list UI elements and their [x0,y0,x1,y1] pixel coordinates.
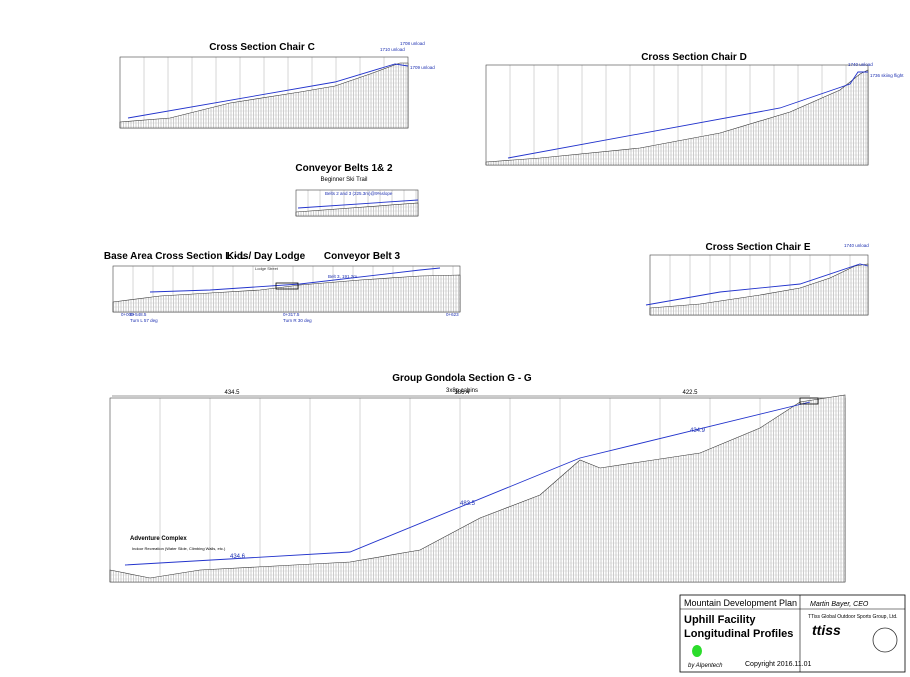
heading: Longitudinal Profiles [684,628,793,640]
label: 1710 unload [380,47,405,52]
terrain [109,394,846,583]
credit: by Alpentech [688,663,723,669]
panel-title: Cross Section Chair C [209,42,315,53]
panel-title: Conveyor Belts 1& 2 [295,163,393,174]
cable [127,63,409,119]
feature: Adventure Complex [130,536,187,542]
terrain [649,263,869,316]
feature-note: Indoor Recreation (Water Slide, Climbing… [132,546,226,551]
span: 434.5 [224,390,240,396]
cable [297,199,419,209]
label: 1736 skiing flight [870,73,904,78]
terrain [295,202,419,217]
station: Turn R 30 deg [283,318,312,323]
terrain [112,274,461,313]
panel-subtitle: Beginner Ski Trail [320,177,367,183]
logo: ttiss [812,622,841,638]
label: 1740 unload [844,243,869,248]
span: 386.4 [454,390,470,396]
terrain [119,62,409,129]
panel-title: Conveyor Belt 3 [324,251,401,262]
label: 1740 unload [848,62,873,67]
panel-title: Cross Section Chair D [641,52,747,63]
panel-title: Kids/ Day Lodge [227,251,306,262]
panel-title: Base Area Cross Section L - L [104,251,246,262]
slope: 434.9 [690,428,706,434]
label: Belt 3, 191.2m [328,274,357,279]
station: Turn L 57 deg [130,318,158,323]
lodge [275,282,299,290]
slope: 434.6 [230,554,246,560]
cable [507,71,868,159]
span: 422.5 [682,390,698,396]
station: 0+548.5 [130,312,147,317]
station: 0+623 [446,312,459,317]
station-box [799,397,819,405]
label: 1708 unload [400,41,425,46]
plan-title: Mountain Development Plan [684,598,797,608]
cable [124,401,811,566]
terrain [485,69,869,166]
station: 0+317.5 [283,312,300,317]
panel-title: Group Gondola Section G - G [392,373,532,384]
cable [645,263,869,306]
author: Martin Bayer, CEO [810,601,869,608]
copyright: Copyright 2016.11.01 [745,661,812,668]
station: 0+000 [121,312,134,317]
title-block [679,594,906,673]
slope: 483.5 [460,501,476,507]
logo-leaf [692,645,702,657]
seal [872,627,898,653]
panel-subtitle: 3x8p cabins [446,388,478,394]
cable [149,267,441,293]
panel-title: Cross Section Chair E [705,242,810,253]
label: Lodge Street [255,266,279,271]
label: Belts 2 and 3 (225.3m)@9%slope [325,191,393,196]
heading: Uphill Facility [684,614,756,626]
label: 1709 unload [410,65,435,70]
company: TTiss Global Outdoor Sports Group, Ltd. [808,614,898,620]
